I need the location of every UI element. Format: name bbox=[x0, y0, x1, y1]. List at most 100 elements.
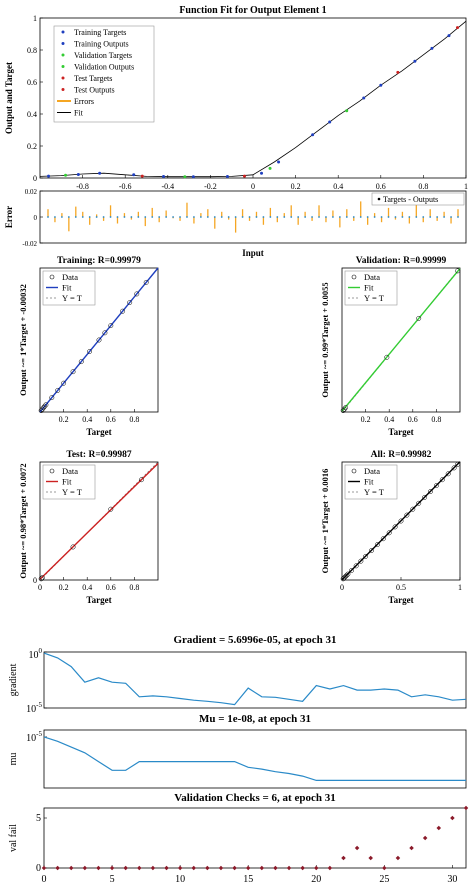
y-tick-label: 5 bbox=[36, 813, 41, 824]
reg_training-data-point bbox=[134, 291, 140, 297]
x-tick-label: 0.8 bbox=[431, 415, 441, 424]
reg_training-data-point bbox=[127, 300, 133, 306]
reg_all-data-point bbox=[433, 483, 439, 489]
reg_validation-data-point bbox=[340, 408, 346, 414]
fit-title: Function Fit for Output Element 1 bbox=[179, 5, 326, 16]
valfail-ylabel: val fail bbox=[8, 824, 19, 852]
error-zero-marker bbox=[387, 216, 390, 218]
fit-curve bbox=[39, 20, 467, 178]
error-zero-marker bbox=[116, 216, 119, 218]
valfail-point bbox=[300, 865, 305, 871]
legend-marker bbox=[351, 274, 357, 280]
error-zero-marker bbox=[47, 216, 49, 218]
y-tick-label: 0.2 bbox=[27, 142, 37, 151]
valfail-point bbox=[409, 845, 414, 851]
error-zero-marker bbox=[95, 216, 98, 218]
legend-marker bbox=[61, 42, 65, 45]
fit-data-point bbox=[345, 109, 349, 113]
error-zero-marker bbox=[60, 216, 63, 218]
reg_training-data-point bbox=[70, 369, 76, 375]
reg_training-data-point bbox=[61, 380, 67, 386]
error-zero-marker bbox=[429, 216, 432, 218]
error-zero-marker bbox=[262, 216, 265, 218]
reg_training-xlabel: Target bbox=[86, 427, 111, 437]
reg_training-data-point bbox=[108, 323, 114, 329]
reg_training-title: Training: R=0.99979 bbox=[57, 256, 141, 266]
error-zero-marker bbox=[408, 216, 411, 218]
reg_validation-data-point bbox=[416, 315, 422, 321]
fit-data-point bbox=[311, 133, 315, 137]
reg_training-data-point bbox=[39, 406, 45, 412]
error-zero-marker bbox=[151, 216, 154, 218]
legend-marker bbox=[49, 468, 55, 474]
error-zero-marker bbox=[297, 216, 300, 218]
legend-label: Test Targets bbox=[74, 74, 112, 83]
valfail-point bbox=[273, 865, 278, 871]
fit-data-point bbox=[132, 173, 136, 177]
error-zero-marker bbox=[422, 216, 425, 218]
error-zero-marker bbox=[144, 216, 147, 218]
error-zero-marker bbox=[332, 216, 334, 218]
reg_training-data-point bbox=[87, 349, 93, 354]
valfail-title: Validation Checks = 6, at epoch 31 bbox=[174, 792, 335, 804]
y-tick-label: 0.02 bbox=[25, 188, 38, 196]
fit-ylabel: Output and Target bbox=[4, 62, 14, 134]
legend-marker bbox=[351, 468, 357, 474]
x-tick-label: 0.6 bbox=[408, 415, 418, 424]
reg_all-data-point bbox=[398, 518, 404, 524]
reg_validation-data-point bbox=[455, 268, 461, 274]
x-tick-label: 0.2 bbox=[59, 415, 69, 424]
error-zero-marker bbox=[415, 216, 418, 218]
fit-data-point bbox=[430, 46, 434, 50]
legend-label: Validation Targets bbox=[74, 51, 132, 60]
reg_all-data-point bbox=[369, 548, 374, 553]
legend-label: Training Outputs bbox=[74, 40, 129, 49]
reg_all-data-point bbox=[348, 568, 354, 574]
fit-data-point bbox=[162, 175, 166, 179]
legend-label: Fit bbox=[62, 283, 72, 293]
reg_test-ylabel: Output ~= 0.98*Target + 0.0072 bbox=[18, 463, 28, 578]
reg_training-fit-line bbox=[39, 267, 159, 413]
error-zero-marker bbox=[276, 216, 279, 218]
y-tick-label: 0 bbox=[36, 863, 41, 874]
legend-marker bbox=[377, 197, 381, 201]
x-tick-label: 0 bbox=[340, 583, 344, 592]
reg_test-data-point bbox=[70, 544, 76, 550]
legend-label: Errors bbox=[74, 97, 94, 106]
error-zero-marker bbox=[304, 216, 307, 218]
reg_training-data-point bbox=[49, 395, 55, 401]
x-tick-label: 0 bbox=[251, 182, 255, 191]
error-zero-marker bbox=[283, 216, 286, 218]
mu-ylabel: mu bbox=[8, 753, 19, 766]
legend-label: Fit bbox=[62, 477, 72, 487]
reg_validation-data-point bbox=[384, 354, 390, 360]
legend-marker bbox=[61, 65, 65, 68]
gradient-ylabel: gradient bbox=[8, 663, 19, 696]
error-zero-marker bbox=[213, 216, 216, 218]
error-zero-marker bbox=[311, 216, 313, 218]
reg_test-fit-line bbox=[39, 463, 159, 580]
reg_all-ylabel: Output ~= 1*Target + 0.0016 bbox=[320, 469, 330, 574]
reg_validation-data-point bbox=[343, 405, 348, 411]
error-zero-marker bbox=[359, 216, 362, 218]
y-tick-label: 0 bbox=[33, 576, 37, 585]
reg_training-data-point bbox=[43, 402, 49, 408]
x-tick-label: 5 bbox=[110, 874, 115, 885]
error-zero-marker bbox=[102, 216, 105, 218]
x-tick-label: 1 bbox=[464, 182, 468, 191]
error-zero-marker bbox=[366, 216, 369, 218]
valfail-point bbox=[436, 825, 442, 831]
x-tick-label: 0 bbox=[42, 874, 47, 885]
x-tick-label: 30 bbox=[447, 874, 457, 885]
x-tick-label: 1 bbox=[458, 583, 462, 592]
fit-data-point bbox=[260, 171, 264, 175]
valfail-point bbox=[395, 855, 401, 861]
x-tick-label: 0.6 bbox=[376, 182, 386, 191]
error-zero-marker bbox=[172, 216, 174, 218]
error-zero-marker bbox=[443, 216, 446, 218]
x-tick-label: 0.4 bbox=[384, 415, 394, 424]
gradient-plot-area bbox=[43, 651, 467, 709]
reg_all-data-point bbox=[380, 536, 386, 542]
error-zero-marker bbox=[54, 216, 56, 218]
